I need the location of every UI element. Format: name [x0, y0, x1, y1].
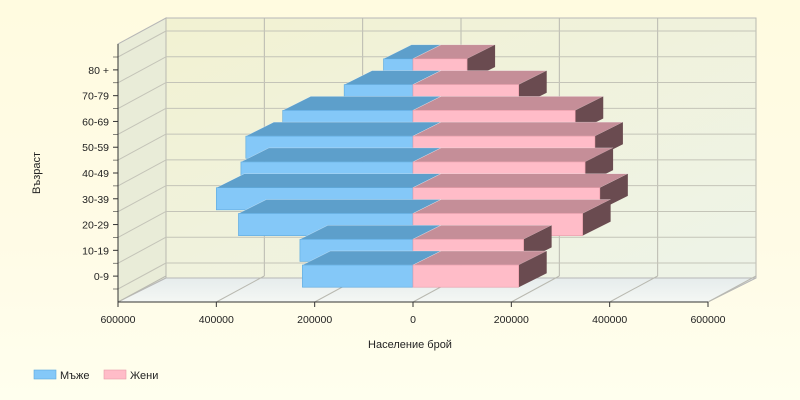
x-tick-label: 200000 — [494, 314, 529, 326]
legend-swatch — [33, 369, 57, 380]
y-tick-label: 10-19 — [82, 245, 109, 257]
grid-wall-line — [117, 159, 167, 187]
grid-wall-line — [117, 133, 167, 161]
y-tick-labels: 0-9 10-19 20-29 30-39 40-49 50-59 60-69 70-79 80… — [82, 56, 118, 290]
legend-label: Мъже — [60, 370, 90, 382]
grid-floor-line — [511, 275, 560, 303]
x-axis-title: Население брой — [368, 339, 452, 351]
grid-floor-line — [609, 275, 658, 303]
y-tick-label: 20-29 — [82, 220, 109, 232]
grid-wall-line — [117, 30, 167, 58]
grid-wall-line — [117, 107, 167, 135]
grid-wall-line — [117, 185, 167, 213]
y-tick-label: 80 + — [88, 65, 109, 77]
y-tick-label: 40-49 — [82, 168, 109, 180]
grid-floor-line — [216, 275, 265, 303]
grid-floor-line — [707, 275, 757, 303]
x-tick-label: 600000 — [100, 314, 135, 326]
x-tick-label: 400000 — [592, 314, 627, 326]
grid-floor-line — [117, 275, 167, 303]
y-axis-title: Възраст — [31, 152, 43, 194]
x-tick-label: 600000 — [690, 314, 725, 326]
legend-label: Жени — [130, 370, 158, 382]
grid-wall-line — [117, 236, 167, 264]
y-tick-label: 50-59 — [82, 142, 109, 154]
x-tick-label: 0 — [410, 314, 416, 326]
bar-female-0-9 — [412, 250, 547, 288]
legend: Мъже Жени — [33, 369, 158, 382]
y-tick-label: 70-79 — [82, 91, 109, 103]
grid-wall-line — [117, 82, 167, 109]
y-tick-label: 60-69 — [82, 116, 109, 128]
y-tick-label: 0-9 — [94, 271, 109, 283]
x-tick-label: 200000 — [297, 314, 332, 326]
x-tick-label: 400000 — [199, 314, 234, 326]
bar-male-0-9 — [302, 250, 442, 288]
grid-wall-line — [117, 262, 167, 290]
grid-wall-line — [117, 56, 167, 84]
legend-swatch — [103, 369, 127, 380]
grid-wall-line — [117, 211, 167, 238]
y-tick-label: 30-39 — [82, 194, 109, 206]
x-tick-labels: 600000 400000 200000 0 200000 400000 600000 — [100, 302, 726, 326]
bars — [216, 44, 628, 288]
